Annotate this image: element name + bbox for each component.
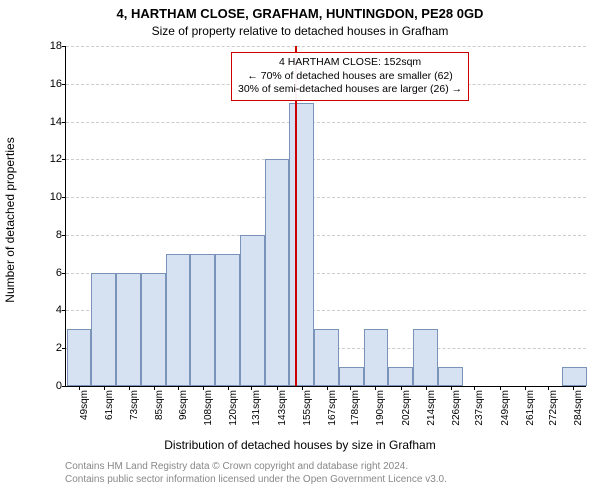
histogram-bar	[364, 329, 389, 386]
ytick-label: 18	[50, 40, 62, 52]
histogram-bar	[562, 367, 587, 386]
xtick-label: 190sqm	[375, 390, 386, 426]
histogram-bar	[190, 254, 215, 386]
gridline	[66, 46, 586, 47]
xtick-label: 202sqm	[401, 390, 412, 426]
xtick-label: 143sqm	[277, 390, 288, 426]
footer-text: Contains HM Land Registry data © Crown c…	[65, 460, 447, 486]
ytick-mark	[62, 386, 66, 387]
ytick-mark	[62, 235, 66, 236]
histogram-bar	[215, 254, 240, 386]
xtick-label: 120sqm	[228, 390, 239, 426]
xtick-label: 49sqm	[79, 390, 90, 420]
ytick-label: 2	[56, 342, 62, 354]
gridline	[66, 197, 586, 198]
xtick-label: 261sqm	[525, 390, 536, 426]
gridline	[66, 122, 586, 123]
gridline	[66, 235, 586, 236]
xtick-label: 85sqm	[154, 390, 165, 420]
xtick-label: 284sqm	[573, 390, 584, 426]
footer-line: Contains HM Land Registry data © Crown c…	[65, 460, 447, 473]
ytick-mark	[62, 310, 66, 311]
histogram-bar	[265, 159, 290, 386]
xtick-label: 178sqm	[350, 390, 361, 426]
histogram-bar	[388, 367, 413, 386]
xtick-label: 249sqm	[500, 390, 511, 426]
histogram-plot: 02468101214161849sqm61sqm73sqm85sqm96sqm…	[65, 46, 586, 387]
xtick-label: 237sqm	[474, 390, 485, 426]
footer-line: Contains public sector information licen…	[65, 473, 447, 486]
page-title: 4, HARTHAM CLOSE, GRAFHAM, HUNTINGDON, P…	[0, 6, 600, 21]
xtick-label: 214sqm	[426, 390, 437, 426]
ytick-label: 16	[50, 78, 62, 90]
ytick-label: 6	[56, 267, 62, 279]
ytick-mark	[62, 197, 66, 198]
ytick-label: 4	[56, 304, 62, 316]
histogram-bar	[141, 273, 166, 386]
annotation-line: ← 70% of detached houses are smaller (62…	[238, 70, 462, 84]
gridline	[66, 159, 586, 160]
ytick-mark	[62, 273, 66, 274]
ytick-label: 14	[50, 116, 62, 128]
y-axis-label: Number of detached properties	[3, 137, 17, 302]
annotation-box: 4 HARTHAM CLOSE: 152sqm← 70% of detached…	[231, 52, 469, 101]
ytick-label: 12	[50, 153, 62, 165]
xtick-label: 73sqm	[129, 390, 140, 420]
histogram-bar	[314, 329, 339, 386]
histogram-bar	[116, 273, 141, 386]
xtick-label: 61sqm	[104, 390, 115, 420]
ytick-mark	[62, 84, 66, 85]
ytick-mark	[62, 159, 66, 160]
xtick-label: 272sqm	[548, 390, 559, 426]
histogram-bar	[413, 329, 438, 386]
xtick-label: 131sqm	[251, 390, 262, 426]
annotation-line: 30% of semi-detached houses are larger (…	[238, 83, 462, 97]
xtick-label: 108sqm	[203, 390, 214, 426]
ytick-label: 10	[50, 191, 62, 203]
histogram-bar	[91, 273, 116, 386]
x-axis-label: Distribution of detached houses by size …	[0, 438, 600, 452]
histogram-bar	[438, 367, 463, 386]
histogram-bar	[240, 235, 265, 386]
ytick-mark	[62, 122, 66, 123]
histogram-bar	[67, 329, 92, 386]
ytick-label: 0	[56, 380, 62, 392]
ytick-label: 8	[56, 229, 62, 241]
histogram-bar	[166, 254, 191, 386]
histogram-bar	[289, 103, 314, 386]
page-subtitle: Size of property relative to detached ho…	[0, 24, 600, 38]
xtick-label: 226sqm	[451, 390, 462, 426]
xtick-label: 167sqm	[327, 390, 338, 426]
xtick-label: 155sqm	[302, 390, 313, 426]
ytick-mark	[62, 348, 66, 349]
xtick-label: 96sqm	[178, 390, 189, 420]
histogram-bar	[339, 367, 364, 386]
annotation-line: 4 HARTHAM CLOSE: 152sqm	[238, 56, 462, 70]
ytick-mark	[62, 46, 66, 47]
